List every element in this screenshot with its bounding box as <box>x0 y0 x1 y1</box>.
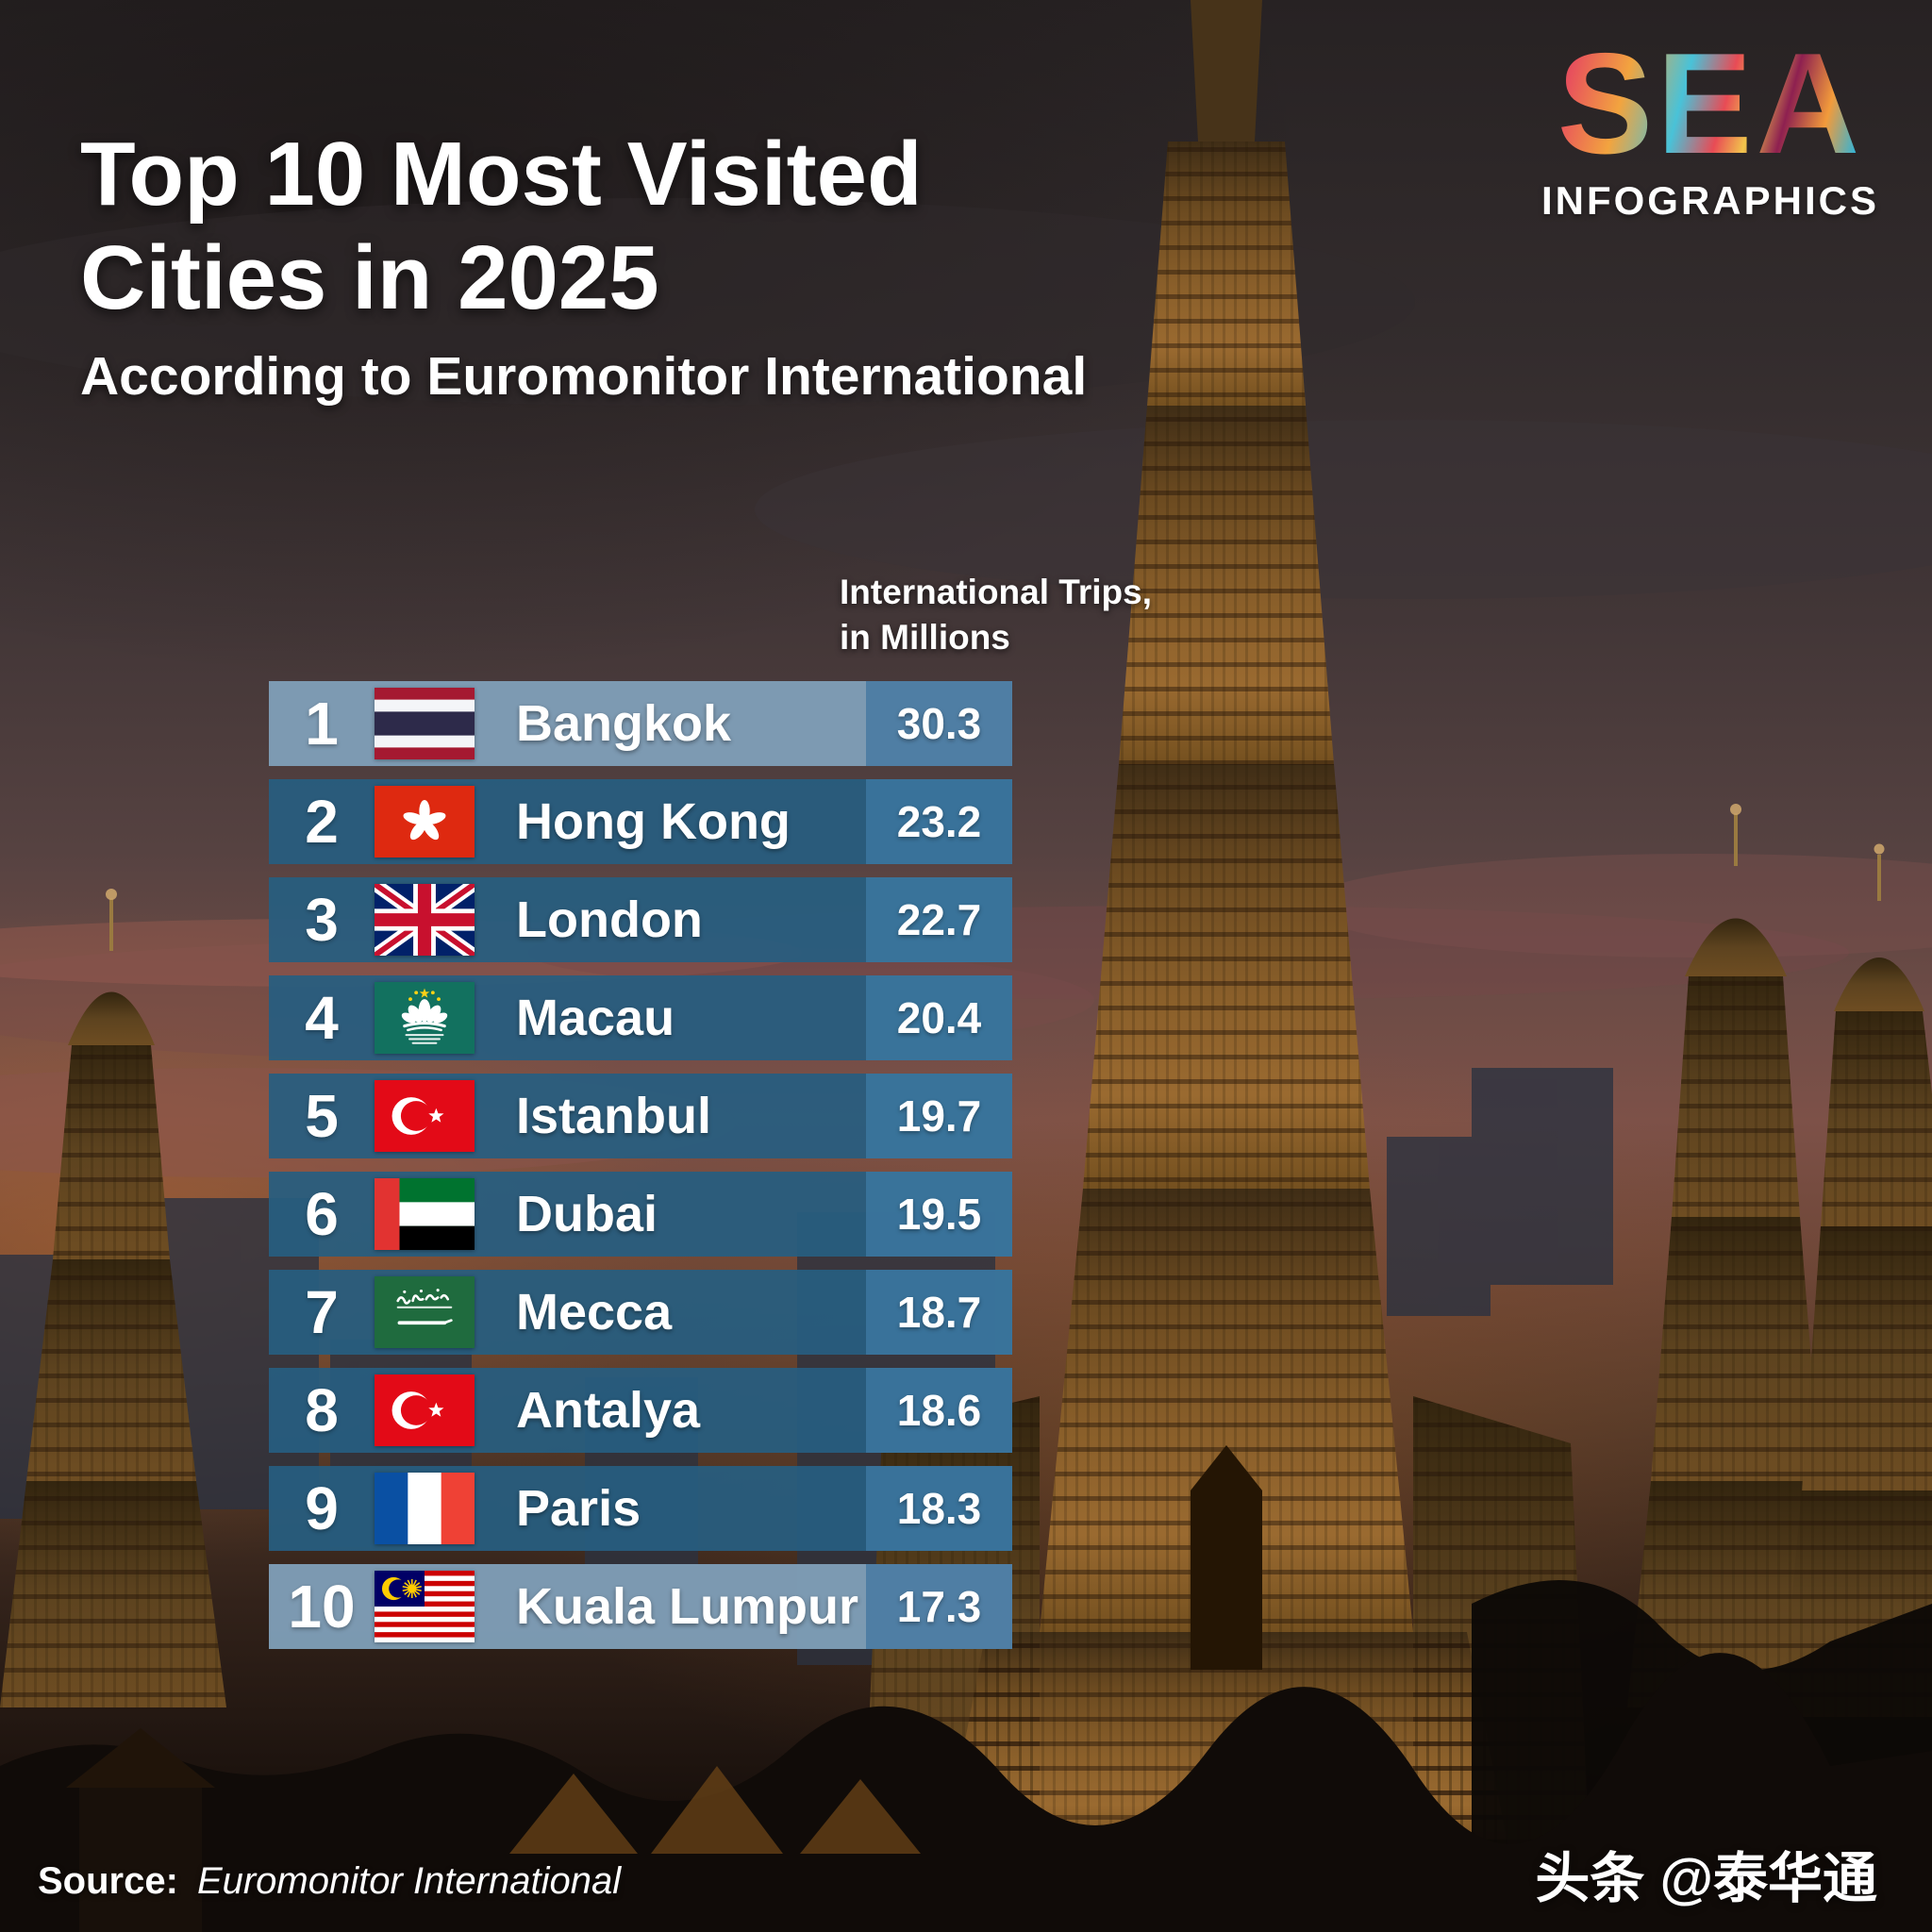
rank-label: 7 <box>305 1278 339 1346</box>
value-cell: 18.7 <box>866 1270 1012 1355</box>
gate-roof <box>66 1728 215 1788</box>
value-cell: 30.3 <box>866 681 1012 766</box>
ranking-table: 1 Bangkok 30.3 2 <box>269 681 1012 1662</box>
left-prang-silhouette <box>0 889 226 1707</box>
lit-rooftops <box>509 1766 921 1854</box>
table-row-bangkok: 1 Bangkok 30.3 <box>269 681 1012 766</box>
city-label: Istanbul <box>516 1088 712 1144</box>
malaysia-flag-icon <box>375 1571 475 1642</box>
table-row-mecca: 7 Mecca 18.7 <box>269 1270 1012 1355</box>
source-attribution: Source: Euromonitor International <box>38 1860 621 1903</box>
source-label: Source: <box>38 1860 178 1902</box>
value-header-line-2: in Millions <box>840 618 1010 658</box>
page-title: Top 10 Most Visited Cities in 2025 <box>80 123 923 329</box>
gate <box>79 1788 202 1932</box>
uk-flag-icon <box>375 884 475 956</box>
value-cell: 17.3 <box>866 1564 1012 1649</box>
sea-infographics-logo: SEA INFOGRAPHICS <box>1541 32 1879 221</box>
rank-label: 8 <box>305 1376 339 1444</box>
sea-logo-wordmark: SEA <box>1541 32 1879 175</box>
value-cell: 18.6 <box>866 1368 1012 1453</box>
table-row-hong-kong: 2 Hong Kong 23.2 <box>269 779 1012 864</box>
city-label: Dubai <box>516 1186 658 1242</box>
rank-label: 9 <box>305 1474 339 1542</box>
turkey-flag-icon <box>375 1080 475 1152</box>
value-cell: 22.7 <box>866 877 1012 962</box>
rank-label: 10 <box>288 1573 356 1641</box>
thailand-flag-icon <box>375 688 475 759</box>
table-row-istanbul: 5 Istanbul 19.7 <box>269 1074 1012 1158</box>
city-label: Mecca <box>516 1284 673 1341</box>
uae-flag-icon <box>375 1178 475 1250</box>
city-label: Antalya <box>516 1382 701 1439</box>
value-cell: 23.2 <box>866 779 1012 864</box>
rank-label: 4 <box>305 984 339 1052</box>
title-line-2: Cities in 2025 <box>80 226 659 328</box>
foreground-trees <box>0 1580 1932 1932</box>
france-flag-icon <box>375 1473 475 1544</box>
table-row-paris: 9 Paris 18.3 <box>269 1466 1012 1551</box>
value-cell: 19.7 <box>866 1074 1012 1158</box>
rank-label: 3 <box>305 886 339 954</box>
value-header-line-1: International Trips, <box>840 573 1152 611</box>
page-subtitle: According to Euromonitor International <box>80 346 1088 407</box>
value-cell: 18.3 <box>866 1466 1012 1551</box>
value-cell: 19.5 <box>866 1172 1012 1257</box>
rank-label: 2 <box>305 788 339 856</box>
title-line-1: Top 10 Most Visited <box>80 124 923 225</box>
sea-logo-subtext: INFOGRAPHICS <box>1541 178 1879 223</box>
city-label: Paris <box>516 1480 641 1537</box>
rank-label: 6 <box>305 1180 339 1248</box>
city-label: Kuala Lumpur <box>516 1578 859 1635</box>
rank-label: 5 <box>305 1082 339 1150</box>
table-row-london: 3 London 22.7 <box>269 877 1012 962</box>
table-row-macau: 4 <box>269 975 1012 1060</box>
turkey-flag-icon <box>375 1374 475 1446</box>
city-label: Hong Kong <box>516 793 791 850</box>
table-row-kuala-lumpur: 10 <box>269 1564 1012 1649</box>
hong-kong-flag-icon <box>375 786 475 858</box>
city-label: London <box>516 891 703 948</box>
table-row-antalya: 8 Antalya 18.6 <box>269 1368 1012 1453</box>
saudi-arabia-flag-icon <box>375 1276 475 1348</box>
city-label: Macau <box>516 990 675 1046</box>
rank-label: 1 <box>305 690 339 758</box>
city-label: Bangkok <box>516 695 732 752</box>
macau-flag-icon <box>375 982 475 1054</box>
value-column-header: International Trips, in Millions <box>840 570 1152 660</box>
table-row-dubai: 6 Dubai 19.5 <box>269 1172 1012 1257</box>
toutiao-watermark: 头条 @泰华通 <box>1535 1848 1877 1909</box>
source-value: Euromonitor International <box>196 1860 622 1902</box>
value-cell: 20.4 <box>866 975 1012 1060</box>
